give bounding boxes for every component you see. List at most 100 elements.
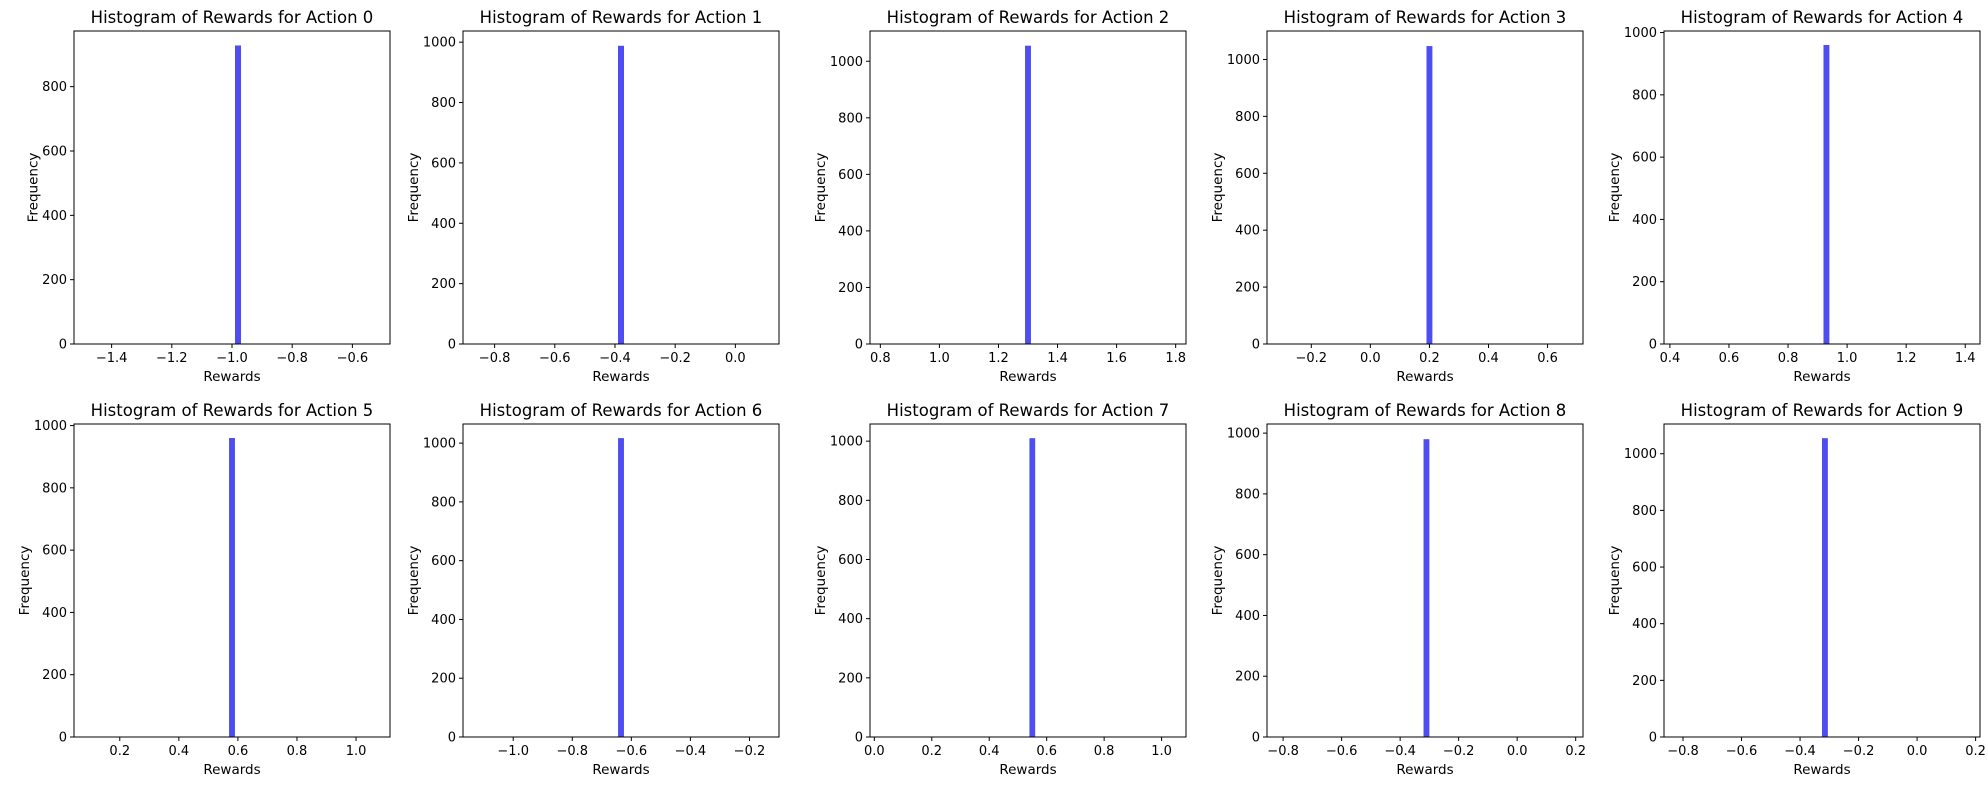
histogram-panel-0: −1.4 −1.2 −1.0 −0.8 −0.6 0 200 400 600 800 Histogr… <box>25 8 391 385</box>
y-tick-label: 400 <box>838 224 863 239</box>
y-tick-label: 600 <box>1632 561 1657 576</box>
x-tick-label: 0.4 <box>168 744 189 759</box>
chart-title: Histogram of Rewards for Action 8 <box>1284 401 1567 420</box>
y-tick-label: 1000 <box>1624 26 1657 41</box>
y-tick-label: 1000 <box>34 419 67 434</box>
y-tick-label: 200 <box>838 671 863 686</box>
y-tick-label: 200 <box>42 668 67 683</box>
y-tick-label: 0 <box>59 338 67 353</box>
chart-title: Histogram of Rewards for Action 0 <box>91 8 374 27</box>
y-tick-label: 600 <box>431 554 456 569</box>
plot-frame <box>1266 423 1584 738</box>
x-tick-label: 0.8 <box>287 744 308 759</box>
y-tick-label: 600 <box>42 144 67 159</box>
histogram-panel-3: −0.2 0.0 0.2 0.4 0.6 0 200 400 600 800 1000 Histogr… <box>1210 8 1584 385</box>
x-axis-label: Rewards <box>592 762 649 778</box>
x-tick-label: 0.6 <box>1537 351 1558 366</box>
y-tick-label: 1000 <box>830 435 863 450</box>
y-tick-label: 600 <box>42 544 67 559</box>
histogram-panel-7: 0.0 0.2 0.4 0.6 0.8 1.0 0 200 400 600 800 1000 Histo… <box>813 401 1187 778</box>
y-tick-label: 0 <box>1252 338 1260 353</box>
y-tick-label: 200 <box>431 672 456 687</box>
y-tick-label: 400 <box>1632 617 1657 632</box>
x-tick-label: 0.6 <box>228 744 249 759</box>
x-axis-label: Rewards <box>203 369 260 385</box>
y-tick-label: 600 <box>1632 151 1657 166</box>
y-tick-label: 200 <box>1632 275 1657 290</box>
chart-title: Histogram of Rewards for Action 7 <box>887 401 1170 420</box>
x-tick-label: 0.4 <box>1478 351 1499 366</box>
x-tick-label: 0.6 <box>1036 744 1057 759</box>
histogram-bar <box>617 45 625 344</box>
x-tick-label: 1.0 <box>929 351 950 366</box>
y-axis-label: Frequency <box>25 153 41 223</box>
chart-title: Histogram of Rewards for Action 6 <box>480 401 763 420</box>
y-tick-label: 0 <box>448 338 456 353</box>
histogram-bar <box>235 45 242 344</box>
y-tick-label: 800 <box>1632 88 1657 103</box>
y-tick-label: 0 <box>1649 338 1657 353</box>
y-tick-label: 800 <box>42 80 67 95</box>
histogram-bar <box>1423 439 1430 737</box>
x-tick-label: −0.2 <box>734 744 766 759</box>
y-tick-label: 800 <box>431 96 456 111</box>
y-axis-label: Frequency <box>406 546 422 616</box>
y-tick-label: 0 <box>1252 731 1260 746</box>
y-axis-label: Frequency <box>1210 153 1226 223</box>
x-tick-label: 0.8 <box>870 351 891 366</box>
histogram-bar <box>1025 45 1031 345</box>
x-tick-label: 0.2 <box>921 744 942 759</box>
y-axis-label: Frequency <box>813 546 829 616</box>
x-tick-label: −0.4 <box>675 744 707 759</box>
y-tick-label: 0 <box>855 338 863 353</box>
histogram-panel-8: −0.8 −0.6 −0.4 −0.2 0.0 0.2 0 200 400 600 800 1000 H… <box>1210 401 1586 778</box>
histogram-bar <box>618 438 624 737</box>
chart-title: Histogram of Rewards for Action 5 <box>91 401 374 420</box>
x-tick-label: −0.6 <box>1726 744 1758 759</box>
x-tick-label: −1.0 <box>497 744 529 759</box>
y-tick-label: 200 <box>1235 670 1260 685</box>
x-tick-label: 0.2 <box>1419 351 1440 366</box>
y-tick-label: 600 <box>431 156 456 171</box>
x-tick-label: 0.4 <box>979 744 1000 759</box>
y-axis-label: Frequency <box>813 153 829 223</box>
y-axis-label: Frequency <box>1210 546 1226 616</box>
plot-frame <box>869 30 1187 345</box>
y-tick-label: 1000 <box>1624 447 1657 462</box>
x-tick-label: −0.4 <box>1784 744 1816 759</box>
plot-frame <box>1663 423 1981 738</box>
x-tick-label: 0.0 <box>725 351 746 366</box>
x-tick-label: −0.8 <box>1267 744 1299 759</box>
y-tick-label: 200 <box>431 277 456 292</box>
y-axis-label: Frequency <box>1607 546 1623 616</box>
x-tick-label: −0.8 <box>1667 744 1699 759</box>
y-tick-label: 600 <box>1235 548 1260 563</box>
y-tick-label: 400 <box>1632 213 1657 228</box>
plot-frame <box>462 30 780 345</box>
x-tick-label: 1.0 <box>346 744 367 759</box>
x-tick-label: 0.8 <box>1094 744 1115 759</box>
y-tick-label: 800 <box>42 481 67 496</box>
y-tick-label: 400 <box>42 209 67 224</box>
x-tick-label: 1.8 <box>1165 351 1186 366</box>
x-tick-label: −0.2 <box>659 351 691 366</box>
histogram-panel-5: 0.2 0.4 0.6 0.8 1.0 0 200 400 600 800 1000 Histogra… <box>17 401 391 778</box>
x-tick-label: −1.0 <box>216 351 248 366</box>
x-tick-label: −1.2 <box>156 351 188 366</box>
y-tick-label: 600 <box>1235 167 1260 182</box>
x-tick-label: 1.4 <box>1955 351 1976 366</box>
y-tick-label: 1000 <box>423 36 456 51</box>
plot-frame <box>869 423 1187 738</box>
x-tick-label: −0.6 <box>1326 744 1358 759</box>
y-tick-label: 400 <box>431 613 456 628</box>
x-tick-label: −0.4 <box>599 351 631 366</box>
x-tick-label: 0.4 <box>1660 351 1681 366</box>
x-axis-label: Rewards <box>1396 762 1453 778</box>
x-tick-label: 1.0 <box>1151 744 1172 759</box>
plot-frame <box>1663 30 1981 345</box>
x-tick-label: 0.2 <box>1565 744 1586 759</box>
histogram-panel-1: −0.8 −0.6 −0.4 −0.2 0.0 0 200 400 600 800 1000 Hist… <box>406 8 780 385</box>
y-tick-label: 1000 <box>1227 427 1260 442</box>
histogram-bar <box>1823 45 1830 345</box>
